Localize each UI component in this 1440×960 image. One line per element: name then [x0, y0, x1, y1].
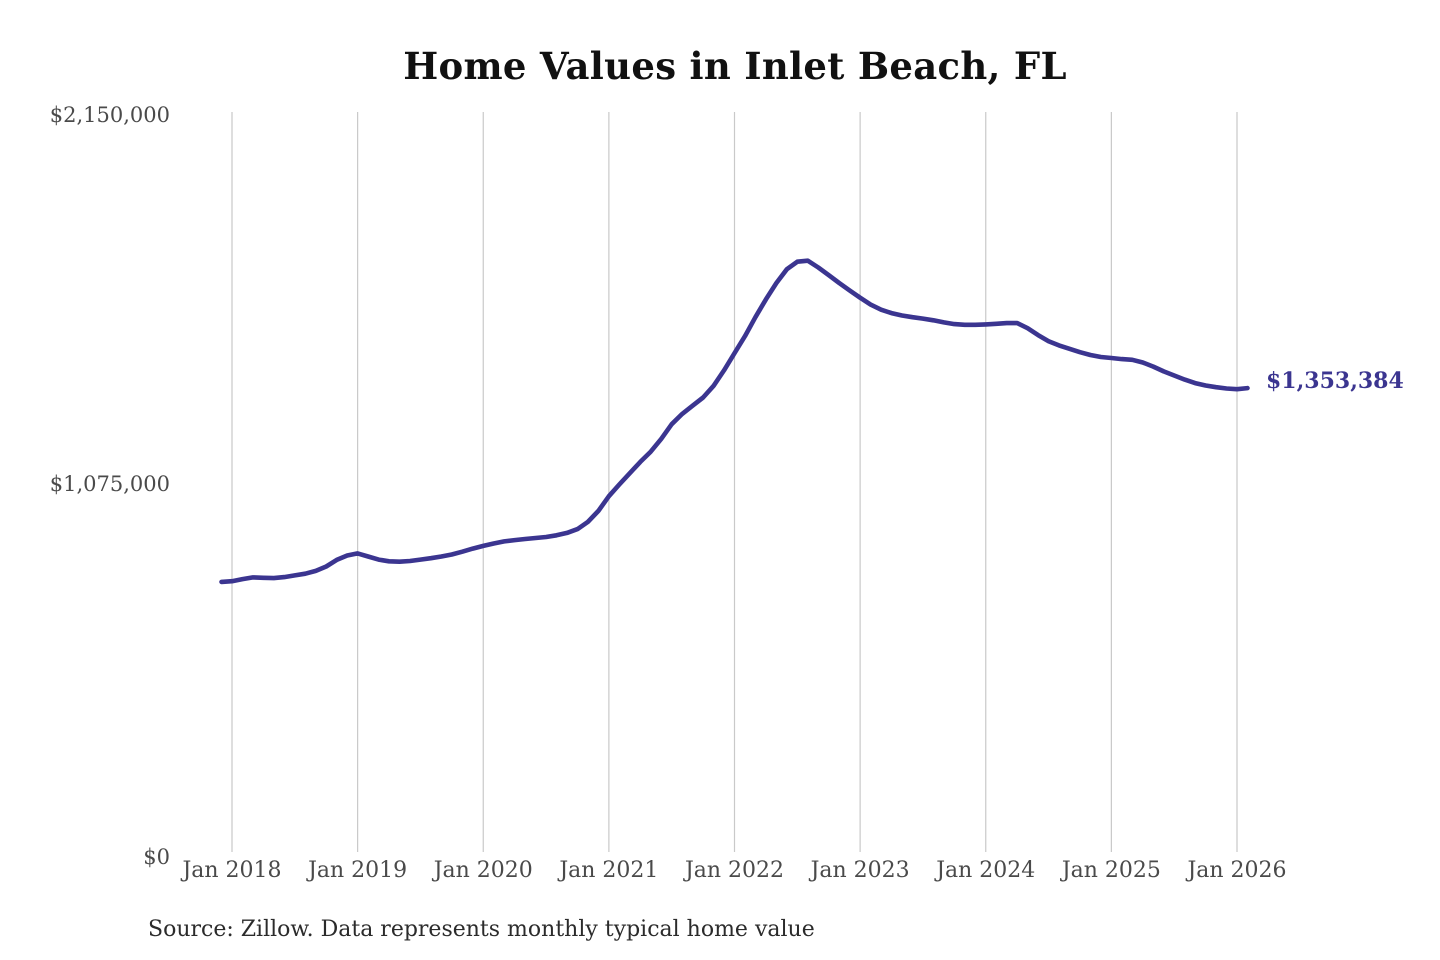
source-note: Source: Zillow. Data represents monthly … — [148, 917, 815, 942]
end-value-label: $1,353,384 — [1266, 368, 1404, 395]
home-value-line — [219, 258, 1250, 585]
chart-title: Home Values in Inlet Beach, FL — [403, 44, 1067, 88]
